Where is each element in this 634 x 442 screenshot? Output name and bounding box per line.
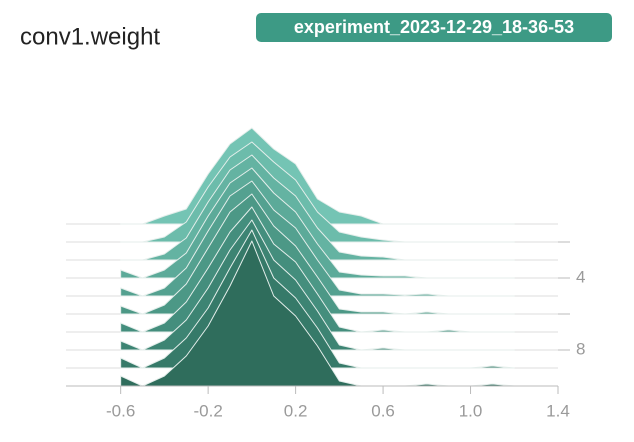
x-tick-label: 0.2 xyxy=(284,401,308,420)
x-tick-label: 1.0 xyxy=(459,401,483,420)
histogram-ridge xyxy=(120,127,515,225)
run-tag-bg xyxy=(256,13,612,42)
x-tick-label: 0.6 xyxy=(371,401,395,420)
x-tick-label: 1.4 xyxy=(546,401,570,420)
histogram-ridge xyxy=(120,141,515,243)
plot-area: -0.6 -0.2 0.2 0.6 1.0 1.4 4 8 xyxy=(66,127,585,420)
y-tick-label: 8 xyxy=(576,339,585,358)
run-tag: experiment_2023-12-29_18-36-53 xyxy=(294,17,574,37)
y-tick-label: 4 xyxy=(576,267,585,286)
chart-title: conv1.weight xyxy=(20,23,160,50)
x-tick-label: -0.6 xyxy=(106,401,135,420)
x-tick-label: -0.2 xyxy=(193,401,222,420)
